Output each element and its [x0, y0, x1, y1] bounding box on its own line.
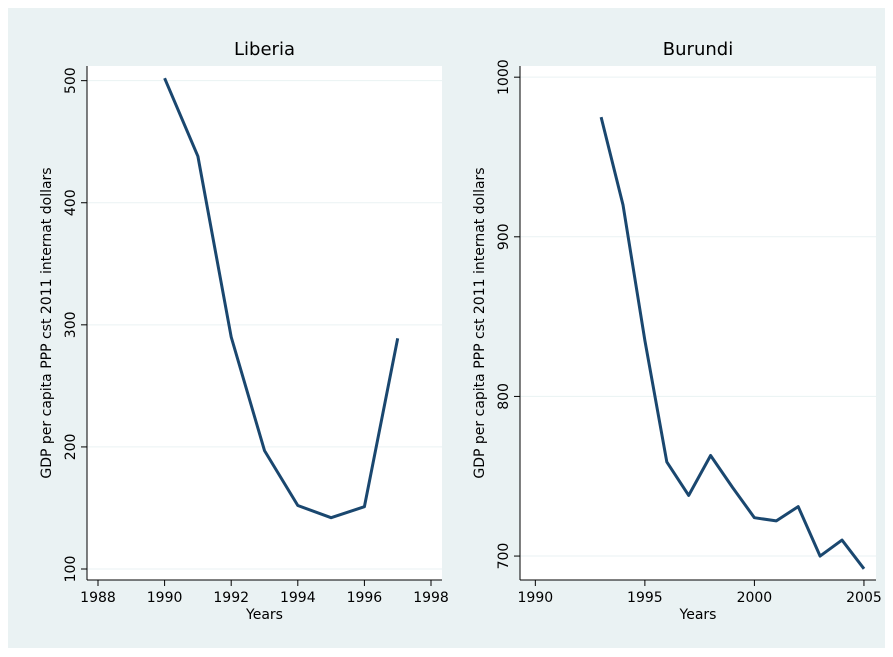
x-tick-label: 1996	[347, 590, 383, 606]
panel-title: Burundi	[663, 39, 733, 60]
x-tick-label: 2000	[737, 590, 773, 606]
y-tick-label: 700	[496, 543, 512, 570]
x-tick-label: 1990	[147, 590, 183, 606]
y-tick-label: 900	[496, 223, 512, 250]
x-tick-label: 1994	[280, 590, 316, 606]
y-tick-label: 1000	[496, 59, 512, 95]
x-axis-title: Years	[245, 607, 283, 623]
y-tick-label: 500	[63, 67, 79, 94]
x-tick-label: 1990	[518, 590, 554, 606]
y-axis-title: GDP per capita PPP cst 2011 internat dol…	[39, 167, 55, 478]
x-tick-label: 1988	[80, 590, 116, 606]
y-tick-label: 200	[63, 434, 79, 461]
plot-area	[520, 66, 876, 580]
x-tick-label: 1995	[627, 590, 663, 606]
x-tick-label: 1998	[413, 590, 449, 606]
y-axis-title: GDP per capita PPP cst 2011 internat dol…	[472, 167, 488, 478]
x-tick-label: 2005	[846, 590, 882, 606]
data-line	[163, 77, 400, 520]
plot-area	[87, 66, 442, 580]
y-tick-label: 300	[63, 311, 79, 338]
y-tick-label: 400	[63, 189, 79, 216]
y-tick-label: 800	[496, 383, 512, 410]
x-tick-label: 1992	[213, 590, 249, 606]
data-line	[599, 116, 866, 570]
panel-title: Liberia	[234, 39, 295, 60]
y-tick-label: 100	[63, 556, 79, 583]
x-axis-title: Years	[679, 607, 717, 623]
